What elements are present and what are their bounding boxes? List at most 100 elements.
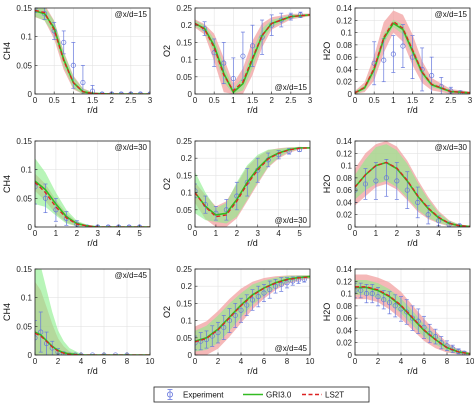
- position-annotation: @x/d=15: [275, 83, 308, 92]
- x-tick-label: 3: [416, 229, 421, 238]
- y-tick-label: 0.05: [16, 322, 32, 331]
- x-tick-label: 4: [239, 357, 244, 366]
- gri-line: [35, 331, 150, 355]
- x-tick-label: 2: [75, 229, 80, 238]
- subplot-0-1: 0 0.5 1 1.5 2 2.5 3 0 0.05 0.1 0.15 0.2 0.25 r/d O2 @x/…: [162, 4, 313, 115]
- y-tick-label: 0: [28, 223, 33, 232]
- y-axis-label: H2O: [322, 175, 332, 194]
- x-tick-label: 0: [33, 96, 38, 105]
- experiment-point: [429, 56, 435, 94]
- experiment-point: [244, 294, 250, 316]
- experiment-marker: [238, 307, 244, 313]
- ls2t-line: [355, 286, 470, 355]
- y-tick-label: 0.05: [16, 194, 32, 203]
- x-tick-label: 1: [231, 96, 236, 105]
- x-tick-label: 2: [56, 357, 61, 366]
- x-tick-label: 0: [353, 229, 358, 238]
- x-tick-label: 0: [193, 357, 198, 366]
- y-axis-label: CH4: [2, 42, 12, 60]
- experiment-point: [255, 285, 261, 308]
- x-tick-label: 0: [193, 229, 198, 238]
- x-tick-label: 0: [33, 229, 38, 238]
- x-tick-label: 0.5: [209, 96, 221, 105]
- y-tick-label: 0: [348, 223, 353, 232]
- experiment-marker: [35, 335, 38, 341]
- experiment-point: [230, 57, 236, 94]
- experiment-marker: [363, 291, 370, 297]
- ls2t-line: [195, 276, 310, 343]
- experiment-marker: [369, 291, 375, 297]
- x-tick-label: 2: [235, 229, 240, 238]
- x-tick-label: 1: [71, 96, 76, 105]
- experiment-marker: [394, 178, 400, 184]
- experiment-point: [297, 11, 303, 18]
- x-tick-label: 6: [422, 357, 427, 366]
- experiment-marker: [373, 178, 379, 184]
- gri-line: [35, 180, 150, 227]
- experiment-point: [238, 297, 244, 323]
- experiment-marker: [232, 312, 238, 318]
- subplot-1-2: 0 1 2 3 4 500.020.040.060.080.10.120.14r/dH2O…: [322, 137, 471, 248]
- experiment-marker: [42, 195, 49, 201]
- gri-uncertainty-band: [35, 158, 150, 227]
- y-tick-label: 0.1: [181, 189, 193, 198]
- experiment-marker: [137, 91, 143, 94]
- x-tick-label: 1.5: [247, 96, 259, 105]
- subplot-0-0: 0 0.5 1 1.5 2 2.5 3 0 0.05 0.1 0.15 r/d CH4 @x/d=15: [2, 4, 153, 115]
- y-tick-label: 0: [188, 351, 193, 360]
- data-layer: [355, 274, 470, 355]
- x-tick-label: 3: [96, 229, 101, 238]
- experiment-point: [369, 284, 375, 304]
- x-tick-label: 8: [445, 357, 450, 366]
- y-axis-label: H2O: [322, 42, 332, 61]
- x-tick-label: 1: [374, 229, 379, 238]
- subplot-2-0: 0 2 4 6 8 10 0 0.05 0.1 0.15 r/d CH4 @x/d=45: [2, 265, 155, 376]
- gri-uncertainty-band: [195, 146, 310, 224]
- y-tick-label: 0.25: [176, 4, 192, 13]
- x-axis-label: r/d: [247, 105, 258, 115]
- y-tick-label: 0.25: [176, 265, 192, 274]
- experiment-marker: [255, 293, 261, 300]
- position-annotation: @x/d=30: [115, 143, 148, 152]
- experiment-marker: [240, 53, 246, 59]
- x-tick-label: 0.5: [49, 96, 61, 105]
- experiment-marker: [118, 91, 124, 94]
- y-tick-label: 0.1: [181, 56, 193, 65]
- experiment-marker: [70, 62, 76, 68]
- x-axis-label: r/d: [87, 238, 98, 248]
- y-tick-label: 0.25: [176, 137, 192, 146]
- y-axis-label: H2O: [322, 303, 332, 322]
- plot-area: [35, 141, 150, 227]
- y-axis-label: CH4: [2, 303, 12, 321]
- gri-uncertainty-band: [355, 144, 470, 227]
- x-axis-label: r/d: [87, 366, 98, 376]
- y-tick-label: 0.15: [16, 265, 32, 274]
- ls2t-line: [355, 20, 470, 94]
- x-tick-label: 0: [353, 96, 358, 105]
- axes-frame: [194, 140, 311, 228]
- y-tick-label: 0.15: [176, 299, 192, 308]
- y-tick-label: 0.1: [21, 294, 33, 303]
- x-tick-label: 2: [395, 229, 400, 238]
- axes-frame: [34, 140, 151, 228]
- experiment-marker: [375, 294, 381, 300]
- axes-frame: [354, 140, 471, 228]
- y-axis-label: CH4: [2, 175, 12, 193]
- y-tick-label: 0.1: [341, 290, 353, 299]
- experiment-point: [383, 159, 389, 197]
- experiment-marker: [126, 224, 132, 227]
- subplot-2-1: 0 2 4 6 8 10 0 0.05 0.1 0.15 0.2 0.25 r/d O2 @x/d=45: [162, 265, 315, 376]
- axes-frame: [354, 268, 471, 356]
- y-tick-label: 0.05: [176, 334, 192, 343]
- x-tick-label: 6: [262, 357, 267, 366]
- y-tick-label: 0.04: [336, 65, 352, 74]
- experiment-point: [35, 320, 38, 355]
- y-tick-label: 0.14: [336, 265, 352, 274]
- x-tick-label: 1.5: [87, 96, 99, 105]
- experiment-point: [221, 42, 227, 85]
- experiment-point: [267, 280, 273, 299]
- y-tick-label: 0: [28, 351, 33, 360]
- data-layer: [195, 146, 310, 227]
- y-tick-label: 0.15: [176, 171, 192, 180]
